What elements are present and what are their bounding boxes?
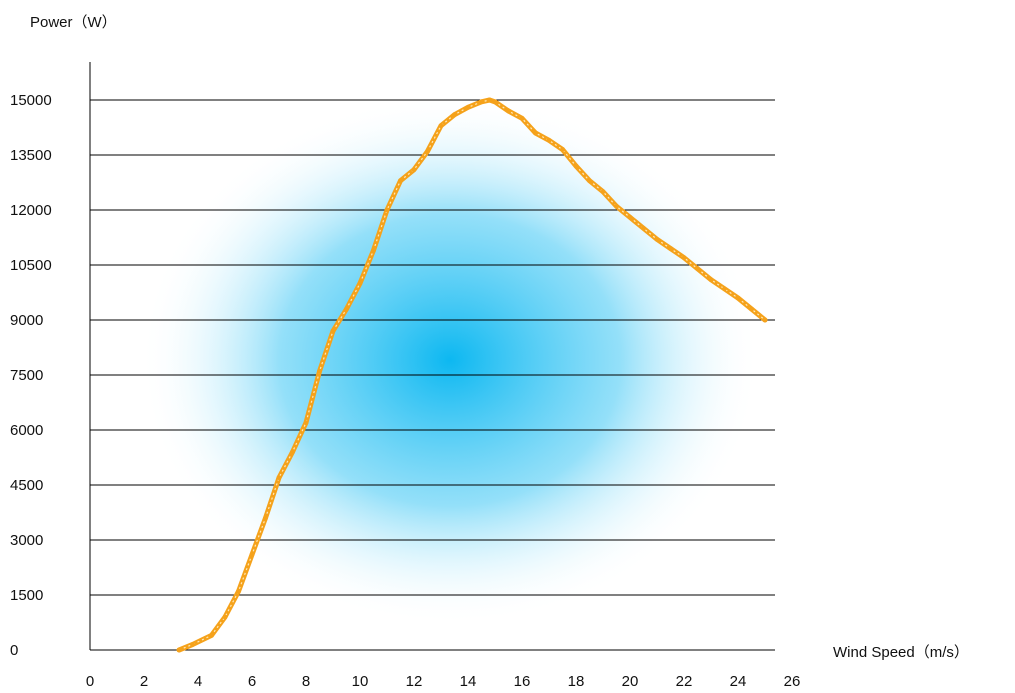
data-point (236, 588, 241, 594)
data-point (249, 552, 255, 558)
x-tick-label: 24 (730, 673, 747, 690)
data-point (222, 614, 228, 620)
x-tick-label: 10 (352, 673, 369, 690)
data-point (708, 277, 714, 283)
grid-lines (90, 99, 775, 651)
data-point (519, 115, 525, 121)
data-point (749, 306, 754, 312)
data-point (357, 280, 363, 286)
y-tick-label: 10500 (10, 257, 52, 274)
y-tick-label: 4500 (10, 477, 43, 494)
data-point (438, 123, 444, 129)
data-point (560, 147, 565, 152)
x-tick-label: 2 (140, 673, 148, 690)
data-point (209, 632, 214, 638)
x-tick-labels: 0 2 4 6 8 10 12 14 16 18 20 22 24 26 (86, 673, 801, 690)
data-point (276, 475, 282, 481)
y-tick-label: 12000 (10, 202, 52, 219)
data-point (506, 108, 511, 114)
x-tick-label: 16 (514, 673, 531, 690)
data-point (587, 178, 592, 184)
data-point (546, 137, 552, 143)
data-point (190, 642, 196, 647)
data-point (176, 647, 182, 653)
data-point (600, 189, 606, 195)
data-point (317, 368, 322, 374)
data-point (384, 207, 390, 213)
y-tick-label: 15000 (10, 92, 52, 109)
data-point (425, 148, 430, 154)
background-glow (140, 95, 760, 625)
data-point (641, 225, 646, 231)
data-point (398, 178, 403, 184)
y-tick-label: 6000 (10, 422, 43, 439)
y-tick-labels: 0 1500 3000 4500 6000 7500 9000 10500 12000 13500… (10, 92, 52, 659)
data-point (492, 99, 498, 105)
data-point (411, 167, 417, 173)
y-axis-title: Power（W） (30, 14, 117, 31)
data-point (614, 203, 619, 209)
x-tick-label: 14 (460, 673, 477, 690)
y-tick-label: 13500 (10, 147, 52, 164)
data-point (487, 97, 492, 103)
data-point (290, 449, 295, 455)
data-point (627, 214, 633, 220)
x-tick-label: 26 (784, 673, 801, 690)
x-tick-label: 22 (676, 673, 693, 690)
data-point (371, 247, 376, 253)
y-tick-label: 9000 (10, 312, 43, 329)
data-point (303, 420, 309, 426)
data-point (533, 130, 538, 136)
x-axis-title: Wind Speed（m/s） (833, 644, 969, 661)
x-tick-label: 0 (86, 673, 94, 690)
series-layer (176, 97, 768, 653)
data-point (695, 266, 700, 272)
x-tick-label: 4 (194, 673, 202, 690)
y-tick-label: 0 (10, 642, 18, 659)
data-point (479, 99, 484, 105)
data-point (681, 255, 687, 261)
data-point (452, 112, 457, 118)
x-tick-label: 20 (622, 673, 639, 690)
y-tick-label: 7500 (10, 367, 43, 384)
data-point (762, 317, 768, 323)
data-point (344, 306, 349, 312)
data-point (668, 246, 673, 251)
data-point (722, 286, 727, 292)
data-point (263, 515, 268, 521)
data-point (465, 104, 471, 110)
x-tick-label: 18 (568, 673, 585, 690)
data-point (654, 236, 660, 242)
y-tick-label: 3000 (10, 532, 43, 549)
x-tick-label: 6 (248, 673, 256, 690)
data-point (330, 328, 336, 334)
data-point (573, 163, 579, 169)
x-tick-label: 12 (406, 673, 423, 690)
data-point (735, 295, 741, 301)
x-tick-label: 8 (302, 673, 310, 690)
y-tick-label: 1500 (10, 587, 43, 604)
